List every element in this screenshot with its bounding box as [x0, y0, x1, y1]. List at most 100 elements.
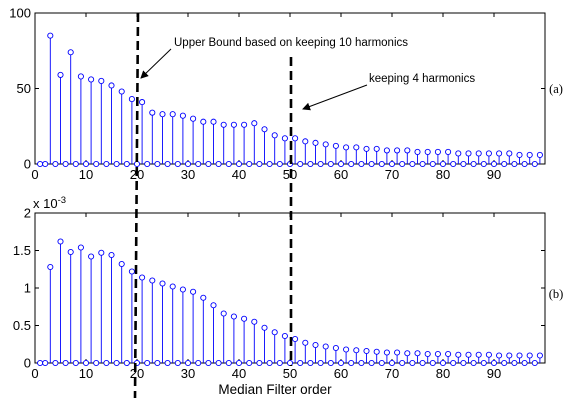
- stem-marker: [281, 135, 288, 142]
- stem-marker: [536, 352, 543, 359]
- x-tick-label: 70: [385, 366, 399, 381]
- stem-marker: [200, 118, 207, 125]
- stem-marker: [286, 359, 294, 367]
- stem-marker: [506, 150, 513, 157]
- stem-marker: [363, 145, 370, 152]
- stem-marker: [195, 359, 202, 367]
- x-tick-label: 80: [436, 366, 450, 381]
- stem-marker: [327, 160, 334, 168]
- stem-marker: [348, 160, 355, 168]
- stem-marker: [302, 138, 309, 145]
- stem-marker: [445, 148, 452, 155]
- stem-marker: [62, 359, 69, 367]
- stem-marker: [383, 349, 390, 356]
- stem-marker: [388, 160, 396, 168]
- stem-marker: [429, 160, 436, 168]
- stem-marker: [434, 148, 441, 155]
- stem-marker: [317, 359, 324, 367]
- stem-marker: [128, 96, 135, 103]
- stem-marker: [332, 142, 339, 149]
- stem-marker: [485, 351, 492, 358]
- stem-marker: [450, 160, 457, 168]
- stem-marker: [200, 294, 207, 301]
- x-tick-label: 90: [487, 167, 501, 182]
- panel-a: 0102030405060708090050100(a): [9, 6, 563, 183]
- stem-marker: [368, 359, 375, 367]
- stem-marker: [88, 76, 95, 83]
- annotation-overlay: Upper Bound based on keeping 10 harmonic…: [133, 12, 475, 398]
- stem-marker: [404, 350, 411, 357]
- stem-marker: [348, 359, 355, 367]
- stem-marker: [363, 347, 370, 355]
- stem-marker: [358, 359, 365, 367]
- y-tick-label: 0: [24, 157, 31, 172]
- stem-marker: [337, 359, 345, 367]
- stem-marker: [536, 151, 543, 158]
- stem-marker: [281, 332, 288, 340]
- stem-marker: [399, 160, 406, 168]
- stem-marker: [246, 160, 253, 168]
- stem-marker: [450, 359, 457, 367]
- stem-marker: [190, 115, 197, 122]
- x-tick-label: 20: [130, 366, 144, 381]
- x-tick-label: 30: [181, 167, 195, 182]
- stem-marker: [531, 160, 538, 168]
- stem-marker: [485, 150, 492, 157]
- stem-marker: [271, 132, 278, 139]
- stem-marker: [332, 344, 339, 352]
- stem-marker: [388, 359, 396, 367]
- stem-marker: [516, 352, 523, 359]
- stem-marker: [123, 359, 130, 367]
- stem-marker: [292, 135, 299, 142]
- x-tick-label: 60: [334, 167, 348, 182]
- x-tick-label: 70: [385, 167, 399, 182]
- stem-marker: [215, 359, 222, 367]
- stem-marker: [526, 151, 533, 158]
- stem-marker: [526, 352, 533, 359]
- stem-marker: [404, 147, 411, 154]
- arrow-keeping-4: [302, 84, 368, 111]
- stem-marker: [72, 160, 79, 168]
- stem-marker: [67, 248, 74, 256]
- stem-marker: [179, 112, 186, 119]
- stem-marker: [302, 339, 309, 346]
- stem-marker: [113, 160, 120, 168]
- stem-marker: [276, 359, 283, 367]
- stem-marker: [414, 148, 421, 155]
- stem-marker: [455, 351, 462, 358]
- stem-marker: [37, 359, 44, 367]
- x-tick-label: 40: [232, 366, 246, 381]
- stem-marker: [108, 82, 115, 89]
- stem-marker: [521, 160, 528, 168]
- stem-marker: [460, 359, 467, 367]
- stem-marker: [246, 359, 253, 367]
- stem-marker: [67, 49, 74, 56]
- stem-marker: [419, 160, 426, 168]
- stem-marker: [149, 109, 156, 116]
- y-tick-label: 1.5: [13, 243, 31, 258]
- y-tick-label: 1: [24, 281, 31, 296]
- annotation-keeping-4: keeping 4 harmonics: [369, 73, 475, 85]
- y-tick-label: 100: [9, 6, 31, 21]
- stem-marker: [52, 160, 59, 168]
- stem-marker: [399, 359, 406, 367]
- stem-marker: [368, 160, 375, 168]
- stem-marker: [271, 329, 278, 336]
- stem-marker: [133, 160, 141, 168]
- stem-marker: [434, 350, 441, 358]
- stem-marker: [169, 111, 176, 118]
- stem-marker: [465, 351, 472, 358]
- x-tick-label: 60: [334, 366, 348, 381]
- stem-marker: [429, 359, 436, 367]
- y-scale-exponent: -3: [58, 195, 66, 206]
- stem-marker: [297, 359, 304, 367]
- stem-marker: [337, 160, 345, 168]
- stem-marker: [261, 126, 268, 133]
- stem-marker: [37, 160, 44, 168]
- stem-marker: [424, 148, 431, 155]
- stem-marker: [98, 77, 105, 84]
- stem-marker: [230, 313, 237, 320]
- stem-marker: [501, 359, 508, 367]
- stem-marker: [261, 324, 268, 331]
